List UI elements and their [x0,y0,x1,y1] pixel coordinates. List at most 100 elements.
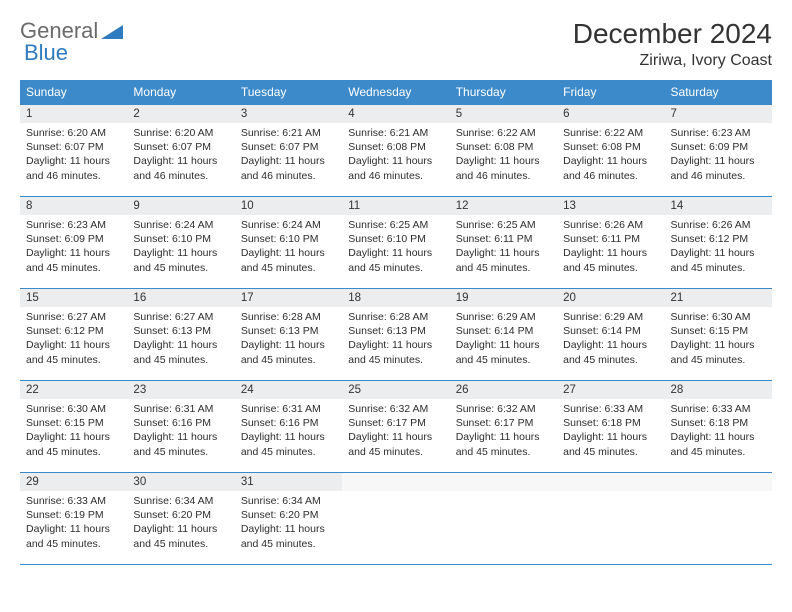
sunrise-text: Sunrise: 6:33 AM [26,494,121,508]
calendar-day-cell: 5Sunrise: 6:22 AMSunset: 6:08 PMDaylight… [450,105,557,197]
sunrise-text: Sunrise: 6:27 AM [26,310,121,324]
daylight-text: Daylight: 11 hours and 45 minutes. [348,430,443,458]
sunset-text: Sunset: 6:10 PM [241,232,336,246]
day-number: 18 [342,289,449,307]
location-label: Ziriwa, Ivory Coast [573,52,772,70]
day-number: 13 [557,197,664,215]
calendar-week-row: 15Sunrise: 6:27 AMSunset: 6:12 PMDayligh… [20,289,772,381]
day-details: Sunrise: 6:30 AMSunset: 6:15 PMDaylight:… [665,307,772,373]
day-details: Sunrise: 6:31 AMSunset: 6:16 PMDaylight:… [127,399,234,465]
day-details: Sunrise: 6:22 AMSunset: 6:08 PMDaylight:… [557,123,664,189]
daylight-text: Daylight: 11 hours and 46 minutes. [133,154,228,182]
weekday-header: Friday [557,80,664,105]
sunrise-text: Sunrise: 6:32 AM [456,402,551,416]
sunrise-text: Sunrise: 6:34 AM [133,494,228,508]
calendar-day-cell: 27Sunrise: 6:33 AMSunset: 6:18 PMDayligh… [557,381,664,473]
sunrise-text: Sunrise: 6:31 AM [241,402,336,416]
day-number: 20 [557,289,664,307]
daylight-text: Daylight: 11 hours and 45 minutes. [26,246,121,274]
sunset-text: Sunset: 6:13 PM [241,324,336,338]
sunset-text: Sunset: 6:18 PM [671,416,766,430]
calendar-day-cell: 31Sunrise: 6:34 AMSunset: 6:20 PMDayligh… [235,473,342,565]
daylight-text: Daylight: 11 hours and 45 minutes. [26,522,121,550]
sunset-text: Sunset: 6:16 PM [241,416,336,430]
day-details: Sunrise: 6:27 AMSunset: 6:13 PMDaylight:… [127,307,234,373]
day-number: 22 [20,381,127,399]
day-details: Sunrise: 6:21 AMSunset: 6:07 PMDaylight:… [235,123,342,189]
calendar-body: 1Sunrise: 6:20 AMSunset: 6:07 PMDaylight… [20,105,772,565]
calendar-day-cell: 4Sunrise: 6:21 AMSunset: 6:08 PMDaylight… [342,105,449,197]
daylight-text: Daylight: 11 hours and 45 minutes. [241,430,336,458]
day-number: 25 [342,381,449,399]
sunset-text: Sunset: 6:19 PM [26,508,121,522]
sunrise-text: Sunrise: 6:22 AM [563,126,658,140]
day-details: Sunrise: 6:25 AMSunset: 6:10 PMDaylight:… [342,215,449,281]
daylight-text: Daylight: 11 hours and 45 minutes. [456,246,551,274]
daylight-text: Daylight: 11 hours and 45 minutes. [133,430,228,458]
calendar-day-cell: 20Sunrise: 6:29 AMSunset: 6:14 PMDayligh… [557,289,664,381]
sunrise-text: Sunrise: 6:30 AM [671,310,766,324]
sunset-text: Sunset: 6:07 PM [133,140,228,154]
day-number: 24 [235,381,342,399]
day-number: 1 [20,105,127,123]
day-number [450,473,557,491]
day-details: Sunrise: 6:34 AMSunset: 6:20 PMDaylight:… [127,491,234,557]
sunset-text: Sunset: 6:14 PM [456,324,551,338]
calendar-day-cell: 22Sunrise: 6:30 AMSunset: 6:15 PMDayligh… [20,381,127,473]
daylight-text: Daylight: 11 hours and 46 minutes. [26,154,121,182]
calendar-table: SundayMondayTuesdayWednesdayThursdayFrid… [20,80,772,565]
calendar-day-cell: 1Sunrise: 6:20 AMSunset: 6:07 PMDaylight… [20,105,127,197]
weekday-header: Saturday [665,80,772,105]
calendar-day-cell: 30Sunrise: 6:34 AMSunset: 6:20 PMDayligh… [127,473,234,565]
daylight-text: Daylight: 11 hours and 45 minutes. [26,338,121,366]
day-details: Sunrise: 6:24 AMSunset: 6:10 PMDaylight:… [235,215,342,281]
weekday-header: Tuesday [235,80,342,105]
sunrise-text: Sunrise: 6:28 AM [241,310,336,324]
day-number: 9 [127,197,234,215]
brand-triangle-icon [101,23,123,39]
sunrise-text: Sunrise: 6:30 AM [26,402,121,416]
calendar-day-cell: 18Sunrise: 6:28 AMSunset: 6:13 PMDayligh… [342,289,449,381]
sunset-text: Sunset: 6:14 PM [563,324,658,338]
sunset-text: Sunset: 6:17 PM [456,416,551,430]
sunset-text: Sunset: 6:09 PM [671,140,766,154]
day-number [665,473,772,491]
day-number: 16 [127,289,234,307]
daylight-text: Daylight: 11 hours and 45 minutes. [671,338,766,366]
sunset-text: Sunset: 6:16 PM [133,416,228,430]
day-details: Sunrise: 6:32 AMSunset: 6:17 PMDaylight:… [342,399,449,465]
daylight-text: Daylight: 11 hours and 46 minutes. [348,154,443,182]
sunrise-text: Sunrise: 6:33 AM [671,402,766,416]
calendar-day-cell: 17Sunrise: 6:28 AMSunset: 6:13 PMDayligh… [235,289,342,381]
day-details: Sunrise: 6:34 AMSunset: 6:20 PMDaylight:… [235,491,342,557]
day-details: Sunrise: 6:28 AMSunset: 6:13 PMDaylight:… [342,307,449,373]
day-details: Sunrise: 6:33 AMSunset: 6:19 PMDaylight:… [20,491,127,557]
sunset-text: Sunset: 6:09 PM [26,232,121,246]
sunrise-text: Sunrise: 6:24 AM [241,218,336,232]
day-number: 19 [450,289,557,307]
sunrise-text: Sunrise: 6:25 AM [456,218,551,232]
daylight-text: Daylight: 11 hours and 45 minutes. [563,246,658,274]
sunset-text: Sunset: 6:08 PM [563,140,658,154]
day-number: 27 [557,381,664,399]
sunrise-text: Sunrise: 6:28 AM [348,310,443,324]
day-number: 15 [20,289,127,307]
sunrise-text: Sunrise: 6:21 AM [241,126,336,140]
sunset-text: Sunset: 6:20 PM [241,508,336,522]
calendar-week-row: 22Sunrise: 6:30 AMSunset: 6:15 PMDayligh… [20,381,772,473]
daylight-text: Daylight: 11 hours and 45 minutes. [348,246,443,274]
sunrise-text: Sunrise: 6:26 AM [671,218,766,232]
weekday-header: Monday [127,80,234,105]
calendar-day-cell: 21Sunrise: 6:30 AMSunset: 6:15 PMDayligh… [665,289,772,381]
day-details: Sunrise: 6:20 AMSunset: 6:07 PMDaylight:… [20,123,127,189]
daylight-text: Daylight: 11 hours and 45 minutes. [671,430,766,458]
day-details: Sunrise: 6:27 AMSunset: 6:12 PMDaylight:… [20,307,127,373]
calendar-day-cell: 23Sunrise: 6:31 AMSunset: 6:16 PMDayligh… [127,381,234,473]
calendar-day-cell: 11Sunrise: 6:25 AMSunset: 6:10 PMDayligh… [342,197,449,289]
header: General December 2024 Ziriwa, Ivory Coas… [20,18,772,70]
daylight-text: Daylight: 11 hours and 45 minutes. [456,430,551,458]
calendar-week-row: 1Sunrise: 6:20 AMSunset: 6:07 PMDaylight… [20,105,772,197]
calendar-day-cell: 10Sunrise: 6:24 AMSunset: 6:10 PMDayligh… [235,197,342,289]
calendar-day-cell: 2Sunrise: 6:20 AMSunset: 6:07 PMDaylight… [127,105,234,197]
day-number: 11 [342,197,449,215]
